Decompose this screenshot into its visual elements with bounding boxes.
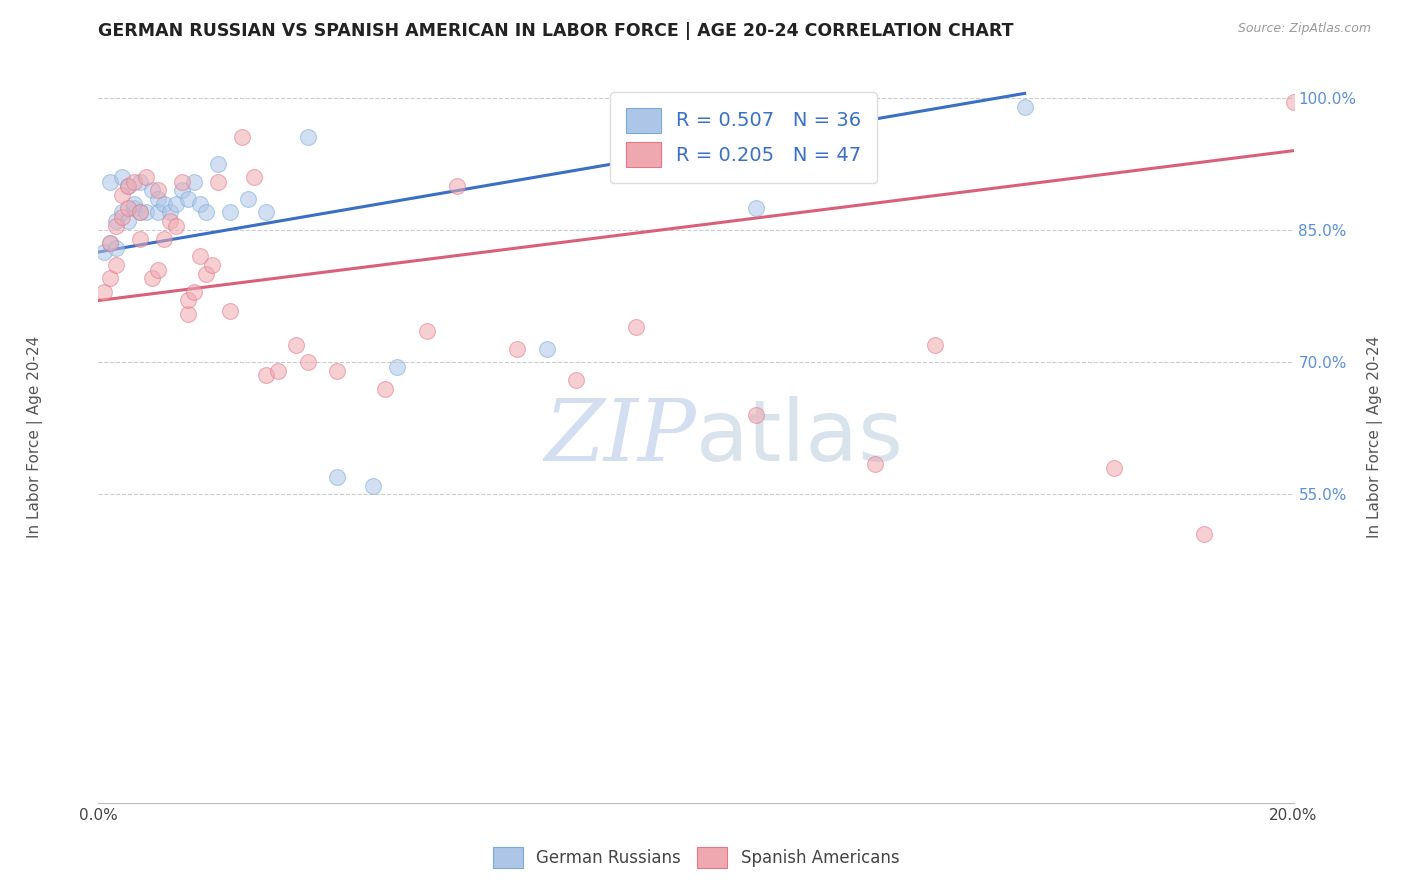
Point bbox=[165, 196, 187, 211]
Point bbox=[231, 130, 253, 145]
Point bbox=[194, 205, 218, 219]
Point bbox=[93, 245, 115, 260]
Point bbox=[105, 214, 128, 228]
Point bbox=[111, 187, 134, 202]
Point bbox=[117, 178, 139, 193]
Point bbox=[141, 183, 163, 197]
Point bbox=[111, 210, 134, 224]
Point bbox=[1104, 461, 1126, 475]
Point bbox=[93, 285, 115, 299]
Point bbox=[284, 337, 307, 351]
Point bbox=[374, 382, 396, 396]
Point bbox=[124, 201, 146, 215]
Point bbox=[188, 249, 211, 263]
Point bbox=[1282, 95, 1305, 110]
Point bbox=[129, 205, 152, 219]
Point bbox=[219, 205, 242, 219]
Point bbox=[297, 130, 319, 145]
Legend: German Russians, Spanish Americans: German Russians, Spanish Americans bbox=[486, 840, 905, 875]
Point bbox=[194, 267, 218, 281]
Point bbox=[219, 304, 242, 318]
Point bbox=[129, 232, 152, 246]
Point bbox=[183, 174, 205, 188]
Point bbox=[148, 192, 170, 206]
Point bbox=[105, 241, 128, 255]
Point bbox=[416, 324, 439, 338]
Point bbox=[207, 174, 229, 188]
Point bbox=[924, 337, 946, 351]
Point bbox=[1192, 527, 1215, 541]
Point bbox=[297, 355, 319, 369]
Point bbox=[165, 219, 187, 233]
Point bbox=[129, 205, 152, 219]
Point bbox=[159, 205, 181, 219]
Point bbox=[236, 192, 259, 206]
Y-axis label: In Labor Force | Age 20-24: In Labor Force | Age 20-24 bbox=[1368, 336, 1384, 538]
Point bbox=[446, 178, 468, 193]
Point bbox=[124, 174, 146, 188]
Point bbox=[153, 196, 176, 211]
Point bbox=[135, 205, 157, 219]
Point bbox=[98, 236, 122, 251]
Point bbox=[153, 232, 176, 246]
Point bbox=[129, 174, 152, 188]
Point bbox=[117, 214, 139, 228]
Point bbox=[177, 192, 200, 206]
Point bbox=[98, 271, 122, 285]
Point bbox=[98, 236, 122, 251]
Point bbox=[865, 457, 887, 471]
Point bbox=[267, 364, 290, 378]
Point bbox=[201, 258, 224, 272]
Point bbox=[745, 201, 768, 215]
Point bbox=[177, 293, 200, 308]
Point bbox=[124, 196, 146, 211]
Point bbox=[172, 174, 194, 188]
Point bbox=[326, 469, 349, 483]
Text: Source: ZipAtlas.com: Source: ZipAtlas.com bbox=[1237, 22, 1371, 36]
Point bbox=[207, 157, 229, 171]
Point bbox=[141, 271, 163, 285]
Point bbox=[565, 373, 588, 387]
Text: ZIP: ZIP bbox=[544, 396, 696, 478]
Point bbox=[624, 320, 647, 334]
Point bbox=[177, 307, 200, 321]
Legend: R = 0.507   N = 36, R = 0.205   N = 47: R = 0.507 N = 36, R = 0.205 N = 47 bbox=[610, 92, 877, 183]
Point bbox=[117, 201, 139, 215]
Point bbox=[745, 408, 768, 422]
Point bbox=[111, 205, 134, 219]
Point bbox=[105, 258, 128, 272]
Point bbox=[506, 342, 529, 356]
Point bbox=[326, 364, 349, 378]
Point bbox=[183, 285, 205, 299]
Point bbox=[148, 183, 170, 197]
Text: atlas: atlas bbox=[696, 395, 904, 479]
Point bbox=[105, 219, 128, 233]
Text: GERMAN RUSSIAN VS SPANISH AMERICAN IN LABOR FORCE | AGE 20-24 CORRELATION CHART: GERMAN RUSSIAN VS SPANISH AMERICAN IN LA… bbox=[98, 22, 1014, 40]
Text: In Labor Force | Age 20-24: In Labor Force | Age 20-24 bbox=[27, 336, 44, 538]
Point bbox=[135, 170, 157, 185]
Point bbox=[1014, 100, 1036, 114]
Point bbox=[117, 178, 139, 193]
Point bbox=[172, 183, 194, 197]
Point bbox=[148, 262, 170, 277]
Point bbox=[385, 359, 409, 374]
Point bbox=[243, 170, 266, 185]
Point bbox=[111, 170, 134, 185]
Point bbox=[188, 196, 211, 211]
Point bbox=[159, 214, 181, 228]
Point bbox=[536, 342, 558, 356]
Point bbox=[254, 205, 277, 219]
Point bbox=[363, 478, 385, 492]
Point bbox=[98, 174, 122, 188]
Point bbox=[148, 205, 170, 219]
Point bbox=[254, 368, 277, 383]
